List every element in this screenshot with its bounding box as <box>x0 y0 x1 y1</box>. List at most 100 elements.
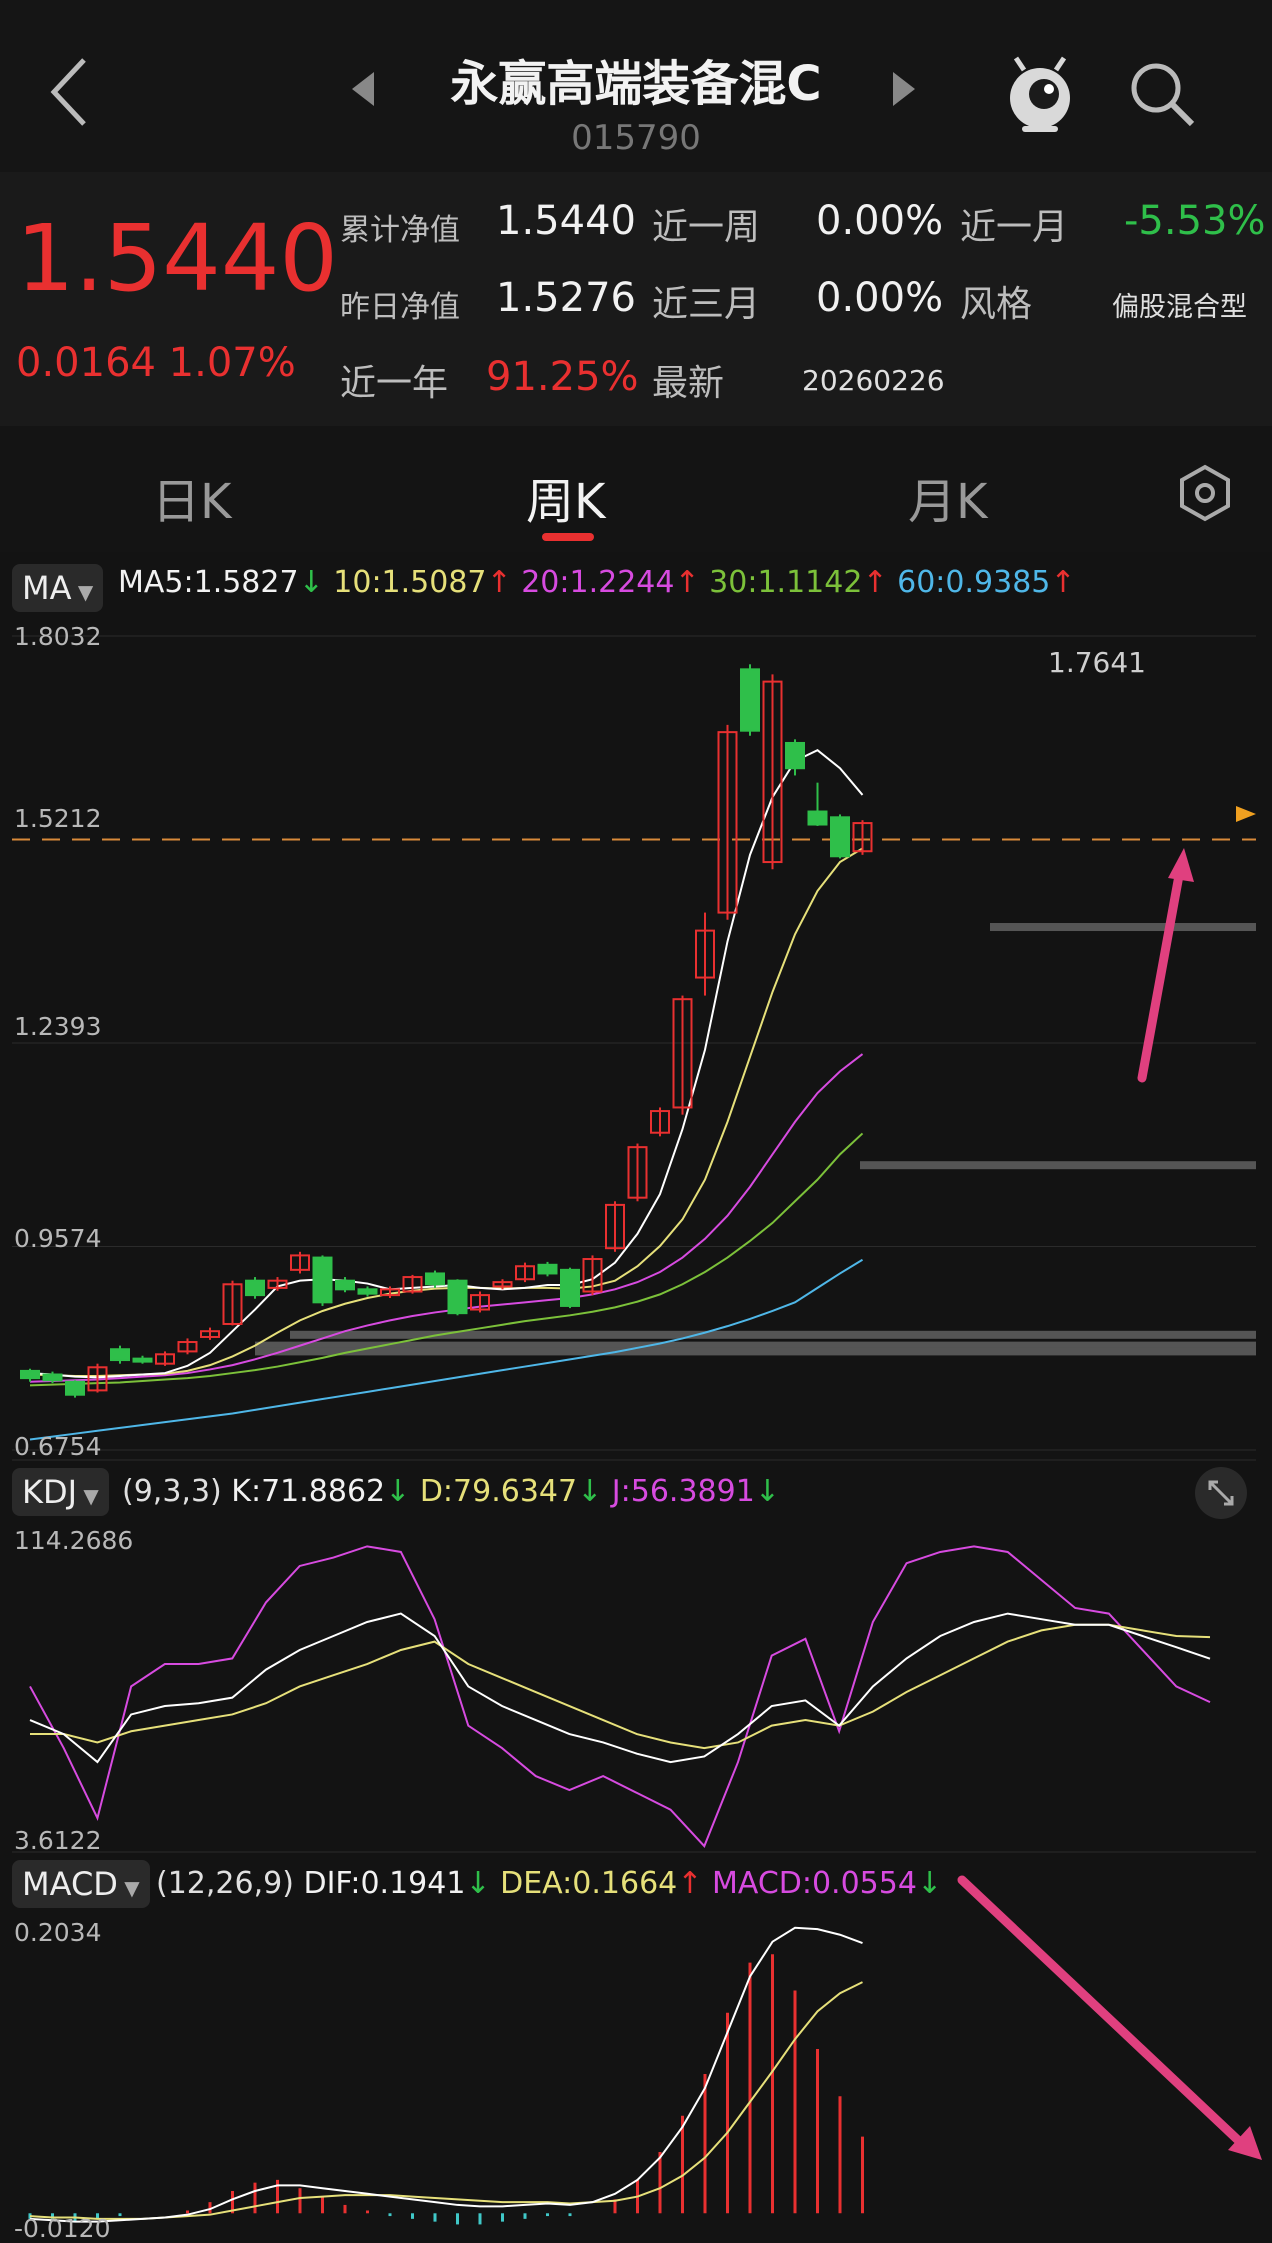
up-candle <box>177 1341 198 1353</box>
latest-nav: 1.5440 <box>16 205 338 312</box>
down-arrow-icon: ↓ <box>577 1474 603 1509</box>
down-candle <box>560 1268 580 1307</box>
up-arrow-icon: ↑ <box>677 1866 703 1901</box>
ma60-value: 60:0.9385 <box>897 565 1051 600</box>
macd-dea-value: DEA:0.1664 <box>500 1866 678 1901</box>
down-candle <box>132 1357 153 1363</box>
kdj-params: (9,3,3) <box>122 1474 222 1509</box>
down-candle <box>20 1369 40 1380</box>
ma5-line <box>29 749 864 1379</box>
tab-monthly-k[interactable]: 月K <box>908 474 988 530</box>
chevron-down-icon: ▼ <box>117 1876 140 1900</box>
up-candle <box>380 1288 400 1297</box>
settings-hexagon-icon[interactable] <box>1176 464 1234 522</box>
price-axis-bottom: 0.6754 <box>14 1432 102 1461</box>
down-candle <box>740 668 760 732</box>
style-label: 风格 <box>960 284 1033 325</box>
quarter-return-label: 近三月 <box>652 284 761 325</box>
nav-change: 0.0164 1.07% <box>16 340 296 386</box>
down-candle <box>312 1256 333 1304</box>
year-return-label: 近一年 <box>340 363 449 404</box>
macd-axis-top: 0.2034 <box>14 1918 102 1947</box>
down-candle <box>807 810 828 826</box>
prev-nav-label: 昨日净值 <box>340 290 460 325</box>
down-candle <box>830 816 850 858</box>
annotation-up-arrow-head <box>1168 848 1194 882</box>
down-candle <box>537 1263 558 1275</box>
style-value: 偏股混合型 <box>1112 292 1247 323</box>
down-arrow-icon: ↓ <box>298 565 324 600</box>
up-candle <box>627 1146 648 1199</box>
kdj-indicator-selector[interactable]: KDJ ▼ <box>12 1468 109 1516</box>
mascot-icon[interactable] <box>1002 54 1078 134</box>
expand-icon[interactable] <box>1194 1466 1248 1520</box>
up-candle <box>290 1254 310 1271</box>
kdj-axis-top: 114.2686 <box>14 1526 134 1555</box>
up-candle <box>852 822 873 853</box>
price-axis-mid2: 0.9574 <box>14 1224 102 1253</box>
macd-axis-bottom: -0.0120 <box>14 2214 111 2243</box>
kdj-d-value: D:79.6347 <box>419 1474 578 1509</box>
kdj-k-value: K:71.8862 <box>231 1474 386 1509</box>
macd-params: (12,26,9) <box>156 1866 294 1901</box>
high-price-label: 1.7641 <box>1048 646 1146 679</box>
macd-dea-line <box>29 1981 863 2220</box>
down-candle <box>42 1373 63 1382</box>
ma-selector-label: MA <box>22 569 72 607</box>
down-candle <box>65 1380 85 1396</box>
chevron-down-icon: ▼ <box>71 580 94 604</box>
down-arrow-icon: ↓ <box>385 1474 411 1509</box>
ma5-value: MA5:1.5827 <box>118 565 299 600</box>
chevron-down-icon: ▼ <box>77 1484 99 1508</box>
up-candle <box>87 1366 108 1392</box>
up-arrow-icon: ↑ <box>862 565 888 600</box>
cumulative-nav-value: 1.5440 <box>496 198 636 244</box>
up-candle <box>762 680 783 864</box>
cumulative-nav-label: 累计净值 <box>340 213 460 248</box>
ma20-line <box>29 1053 864 1383</box>
down-arrow-icon: ↓ <box>754 1474 780 1509</box>
kdj-j-value: J:56.3891 <box>611 1474 755 1509</box>
kdj-j-line <box>29 1545 1211 1848</box>
down-candle <box>447 1279 468 1315</box>
up-arrow-icon: ↑ <box>486 565 512 600</box>
up-candle <box>672 998 693 1109</box>
ma-values-line: MA5:1.5827↓ 10:1.5087↑ 20:1.2244↑ 30:1.1… <box>118 565 1076 600</box>
back-arrow-icon[interactable] <box>44 52 100 132</box>
quarter-return-value: 0.00% <box>816 275 944 321</box>
fund-summary-panel <box>0 172 1272 426</box>
up-arrow-icon: ↑ <box>1050 565 1076 600</box>
prev-nav-value: 1.5276 <box>496 275 636 321</box>
kdj-d-line <box>30 1623 1211 1750</box>
up-candle <box>222 1283 243 1325</box>
ma-indicator-selector[interactable]: MA ▼ <box>12 564 104 612</box>
up-candle <box>200 1330 220 1338</box>
down-arrow-icon: ↓ <box>916 1866 943 1901</box>
kdj-k-line <box>29 1612 1211 1764</box>
down-candle <box>335 1279 355 1291</box>
period-tabs <box>0 426 1272 552</box>
down-candle <box>425 1272 445 1286</box>
fund-title: 永赢高端装备混C <box>450 56 822 112</box>
support-level-bar <box>290 1330 1256 1339</box>
search-icon[interactable] <box>1126 58 1198 130</box>
up-candle <box>470 1294 490 1311</box>
current-price-marker <box>1236 806 1256 822</box>
tab-daily-k[interactable]: 日K <box>152 474 232 530</box>
support-level-bar <box>990 923 1256 932</box>
annotation-down-arrow-shaft <box>957 1875 1245 2147</box>
fund-code: 015790 <box>571 118 701 158</box>
price-axis-top: 1.8032 <box>14 622 102 651</box>
previous-fund-icon[interactable] <box>352 72 374 106</box>
tab-weekly-k[interactable]: 周K <box>526 474 606 530</box>
kdj-axis-bottom: 3.6122 <box>14 1826 102 1855</box>
ma10-value: 10:1.5087 <box>333 565 487 600</box>
month-return-value: -5.53% <box>1124 198 1266 244</box>
up-candle <box>515 1265 535 1281</box>
down-candle <box>785 741 805 770</box>
macd-indicator-selector[interactable]: MACD ▼ <box>12 1860 150 1908</box>
up-candle <box>650 1110 670 1134</box>
macd-dif-value: DIF:0.1941 <box>303 1866 466 1901</box>
next-fund-icon[interactable] <box>893 72 915 106</box>
up-arrow-icon: ↑ <box>674 565 700 600</box>
